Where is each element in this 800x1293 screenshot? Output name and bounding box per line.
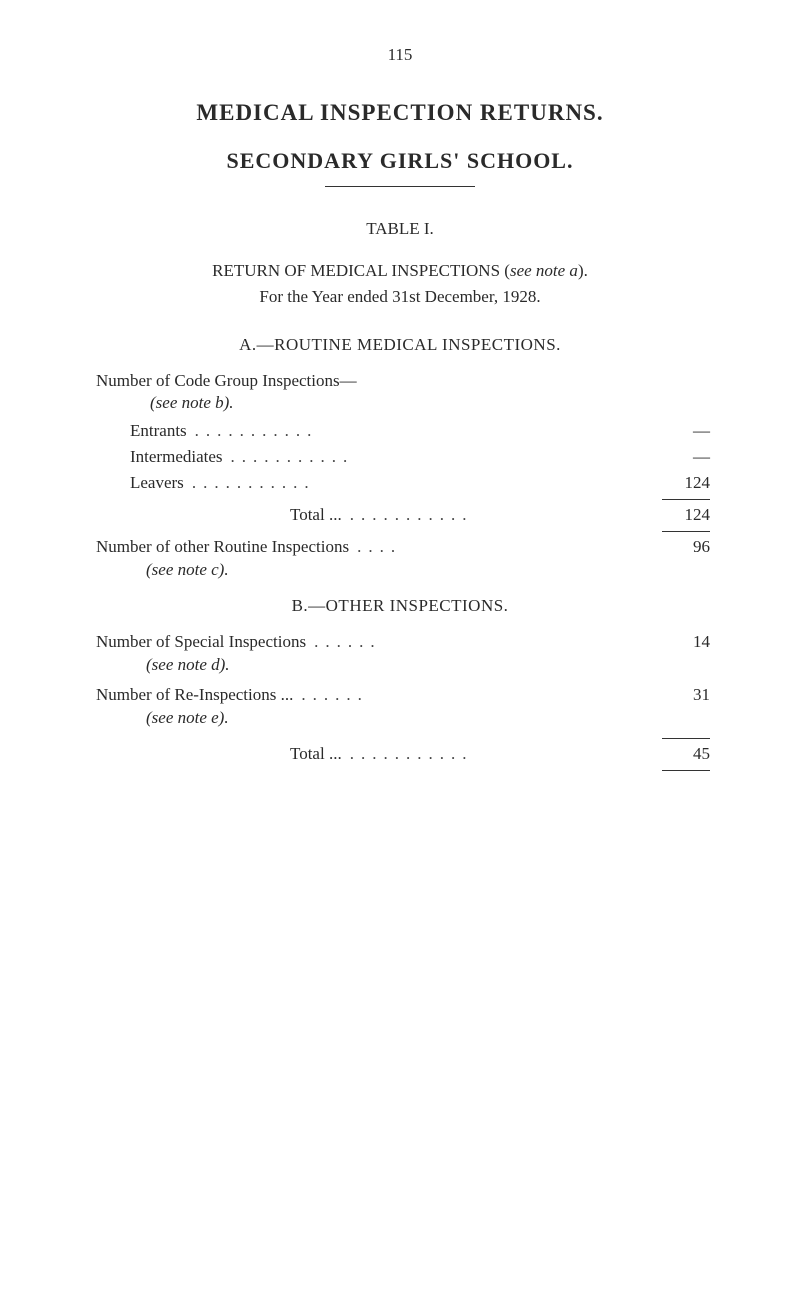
table-label: TABLE I.	[90, 219, 710, 239]
rule-below-total-b	[662, 770, 710, 771]
dots: ...........	[350, 744, 652, 764]
dots: ...........	[350, 505, 652, 525]
dots: ...........	[231, 447, 652, 467]
dots: ....	[357, 537, 652, 557]
row-entrants-label: Entrants	[130, 421, 187, 441]
row-leavers: Leavers ........... 124	[130, 473, 710, 493]
group-line-2: (see note b).	[150, 393, 710, 413]
row-total-a-label: Total ...	[290, 505, 342, 525]
note-d: (see note d).	[146, 655, 710, 675]
return-heading-suffix: ).	[578, 261, 588, 280]
row-total-b: Total ... ........... 45	[290, 744, 710, 764]
row-special: Number of Special Inspections ...... 14	[96, 632, 710, 652]
rule-above-total-b	[662, 738, 710, 739]
row-intermediates-label: Intermediates	[130, 447, 223, 467]
row-leavers-label: Leavers	[130, 473, 184, 493]
row-entrants-value: —	[660, 421, 710, 441]
rule-below-total-a	[662, 531, 710, 532]
section-b-heading: B.—OTHER INSPECTIONS.	[90, 596, 710, 616]
dots: ...........	[195, 421, 652, 441]
row-intermediates-value: —	[660, 447, 710, 467]
row-intermediates: Intermediates ........... —	[130, 447, 710, 467]
row-special-label: Number of Special Inspections	[96, 632, 306, 652]
sub-title: SECONDARY GIRLS' SCHOOL.	[90, 148, 710, 174]
row-other-routine-label: Number of other Routine Inspections	[96, 537, 349, 557]
row-entrants: Entrants ........... —	[130, 421, 710, 441]
year-line: For the Year ended 31st December, 1928.	[90, 287, 710, 307]
row-other-routine: Number of other Routine Inspections ....…	[96, 537, 710, 557]
row-special-value: 14	[660, 632, 710, 652]
return-heading: RETURN OF MEDICAL INSPECTIONS (see note …	[90, 261, 710, 281]
rule-above-total-a	[662, 499, 710, 500]
row-reinspections-label: Number of Re-Inspections ...	[96, 685, 293, 705]
title-rule	[325, 186, 475, 187]
dots: ......	[314, 632, 652, 652]
return-heading-note: see note a	[510, 261, 578, 280]
note-e: (see note e).	[146, 708, 710, 728]
section-a-heading: A.—ROUTINE MEDICAL INSPECTIONS.	[90, 335, 710, 355]
dots: ......	[301, 685, 652, 705]
note-c: (see note c).	[146, 560, 710, 580]
row-reinspections: Number of Re-Inspections ... ...... 31	[96, 685, 710, 705]
dots: ...........	[192, 473, 652, 493]
row-total-a: Total ... ........... 124	[290, 505, 710, 525]
row-leavers-value: 124	[660, 473, 710, 493]
row-other-routine-value: 96	[660, 537, 710, 557]
return-heading-prefix: RETURN OF MEDICAL INSPECTIONS (	[212, 261, 510, 280]
page-number: 115	[90, 45, 710, 65]
row-reinspections-value: 31	[660, 685, 710, 705]
row-total-a-value: 124	[660, 505, 710, 525]
main-title: MEDICAL INSPECTION RETURNS.	[90, 100, 710, 126]
row-total-b-value: 45	[660, 744, 710, 764]
row-total-b-label: Total ...	[290, 744, 342, 764]
group-line-1: Number of Code Group Inspections—	[96, 371, 710, 391]
